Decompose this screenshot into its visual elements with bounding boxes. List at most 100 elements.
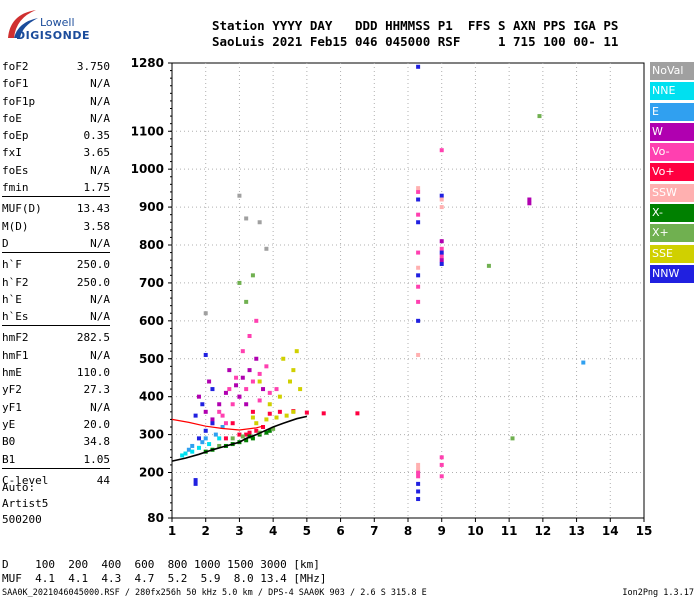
echo-point: [223, 436, 228, 441]
echo-point: [264, 430, 269, 435]
param-label: MUF(D): [2, 202, 42, 216]
echo-point: [244, 402, 249, 407]
legend-entry: SSW: [650, 183, 694, 202]
param-label: M(D): [2, 219, 29, 233]
echo-point: [281, 356, 286, 361]
x-tick-label: 5: [303, 524, 311, 538]
echo-point: [244, 216, 249, 221]
echo-point: [230, 436, 235, 441]
param-value: 3.65: [83, 146, 111, 160]
echo-point: [220, 425, 225, 429]
digisonde-logo: Lowell DIGISONDE: [2, 4, 92, 44]
echo-point: [416, 489, 421, 494]
header-line-2: SaoLuis 2021 Feb15 046 045000 RSF 1 715 …: [212, 34, 619, 49]
echo-point: [217, 409, 222, 414]
legend-entry: Vo-: [650, 143, 694, 162]
echo-point: [247, 430, 252, 435]
x-tick-label: 12: [535, 524, 552, 538]
echo-point: [227, 368, 232, 373]
y-tick-label: 500: [139, 352, 164, 366]
param-value: N/A: [90, 292, 110, 306]
y-tick-label: 80: [147, 511, 164, 525]
y-tick-label: 700: [139, 276, 164, 290]
model-trace-secondary: [171, 418, 264, 431]
echo-point: [257, 379, 262, 384]
echo-point: [274, 415, 279, 420]
echo-point: [261, 387, 266, 392]
param-label: h`F2: [2, 275, 29, 289]
param-value: 250.0: [76, 258, 110, 272]
echo-point: [271, 426, 276, 431]
echo-point: [439, 254, 444, 259]
param-label: foEs: [2, 163, 29, 177]
legend-entry: Vo+: [650, 163, 694, 182]
param-row: fmin 1.75: [2, 179, 110, 196]
echo-point: [196, 436, 201, 441]
param-value: N/A: [90, 236, 110, 250]
param-value: N/A: [90, 163, 110, 177]
param-value: N/A: [90, 94, 110, 108]
echo-point: [257, 371, 262, 376]
echo-point: [234, 383, 239, 388]
echo-point: [180, 453, 185, 458]
param-value: 44: [96, 473, 110, 487]
param-label: B1: [2, 452, 16, 466]
y-tick-label: 800: [139, 238, 164, 252]
echo-point: [186, 447, 191, 452]
echo-point: [416, 273, 421, 278]
echo-point: [254, 421, 259, 426]
param-row: M(D) 3.58: [2, 218, 110, 235]
param-value: 3.58: [83, 219, 111, 233]
echo-point: [254, 356, 259, 361]
param-label: hmE: [2, 366, 22, 380]
file-info-footer: SAA0K_2021046045000.RSF / 280fx256h 50 k…: [2, 588, 427, 598]
param-value: 34.8: [83, 435, 111, 449]
param-label: h`E: [2, 292, 22, 306]
echo-point: [207, 442, 212, 447]
echo-point: [223, 421, 228, 426]
y-tick-label: 300: [139, 428, 164, 442]
legend-entry: E: [650, 102, 694, 121]
echo-point: [254, 318, 259, 323]
param-row: yF1 N/A: [2, 399, 110, 416]
muf-row: MUF 4.1 4.1 4.3 4.7 5.2 5.9 8.0 13.4 [MH…: [2, 572, 327, 585]
echo-point: [264, 246, 269, 251]
echo-point: [355, 411, 360, 416]
echo-point: [267, 390, 272, 395]
param-row: foEp 0.35: [2, 127, 110, 144]
param-row: foF1 N/A: [2, 75, 110, 92]
echo-point: [237, 394, 242, 399]
logo-word-digisonde: DIGISONDE: [16, 29, 90, 42]
echo-point: [193, 481, 198, 486]
echo-point: [416, 462, 421, 467]
echo-point: [439, 250, 444, 255]
param-row: C-level 44: [2, 472, 110, 489]
param-label: foF2: [2, 60, 29, 73]
echo-point: [291, 409, 296, 414]
param-row: yF2 27.3: [2, 381, 110, 398]
param-label: h`Es: [2, 310, 29, 324]
echo-point: [196, 445, 201, 450]
header-line-1: Station YYYY DAY DDD HHMMSS P1 FFS S AXN…: [212, 18, 619, 33]
echo-point: [210, 421, 215, 426]
param-label: foE: [2, 111, 22, 125]
echo-point: [537, 114, 542, 119]
echo-point: [240, 375, 245, 380]
echo-point: [439, 455, 444, 460]
echo-point: [439, 197, 444, 202]
echo-point: [227, 387, 232, 392]
y-tick-label: 400: [139, 390, 164, 404]
echo-point: [439, 205, 444, 210]
echo-point: [416, 497, 421, 502]
echo-point: [298, 387, 303, 392]
echo-point: [240, 349, 245, 354]
param-label: fxI: [2, 146, 22, 160]
echo-point: [284, 413, 289, 418]
echo-point: [237, 280, 242, 285]
param-value: 13.43: [76, 202, 110, 216]
legend-entry: NNW: [650, 264, 694, 283]
legend-entry: NoVal: [650, 62, 694, 80]
param-label: D: [2, 236, 9, 250]
echo-point: [203, 409, 208, 414]
